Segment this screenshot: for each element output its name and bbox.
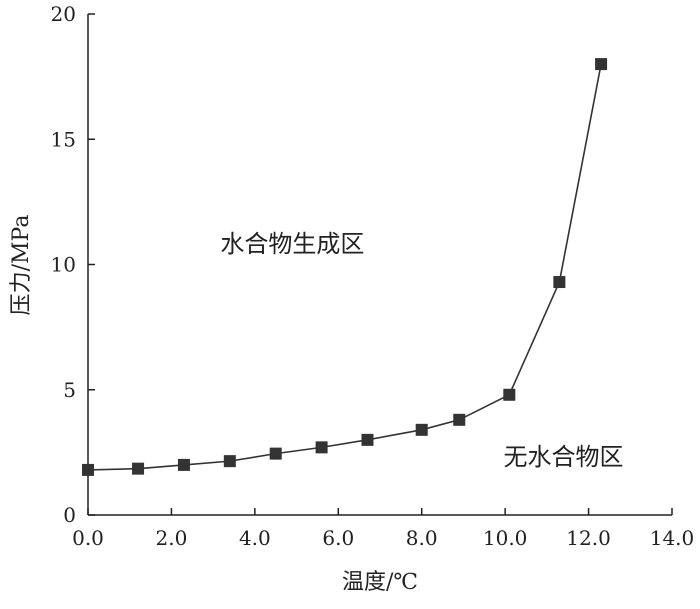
- data-point-marker: [453, 413, 466, 426]
- x-tick-label: 14.0: [650, 526, 695, 550]
- data-point-marker: [82, 463, 94, 476]
- region-label: 水合物生成区: [220, 230, 364, 258]
- x-axis-label: 温度/℃: [342, 570, 418, 595]
- data-point-marker: [132, 462, 145, 475]
- x-tick-label: 2.0: [156, 526, 188, 550]
- y-tick-label: 15: [51, 127, 76, 151]
- data-point-marker: [269, 447, 282, 460]
- y-axis-label: 压力/MPa: [9, 215, 34, 316]
- data-point-marker: [177, 458, 190, 471]
- y-tick-label: 5: [63, 378, 76, 402]
- data-point-marker: [415, 423, 428, 436]
- y-tick-label: 10: [51, 253, 76, 277]
- x-tick-label: 10.0: [483, 526, 528, 550]
- data-point-marker: [553, 276, 566, 289]
- series-line: [87, 63, 602, 471]
- region-label: 无水合物区: [504, 443, 624, 471]
- data-point-marker: [595, 58, 608, 71]
- ticks: 0.0 2.0 4.0 6.0 8.0 10.0 12.0 14.0 0 5 10 15 20: [51, 2, 695, 550]
- data-point-marker: [503, 388, 516, 401]
- x-tick-label: 4.0: [239, 526, 271, 550]
- data-point-marker: [361, 433, 374, 446]
- x-tick-label: 6.0: [322, 526, 354, 550]
- x-tick-label: 8.0: [406, 526, 438, 550]
- data-point-marker: [315, 441, 328, 454]
- series-group: [82, 58, 608, 476]
- x-tick-label: 0.0: [72, 526, 104, 550]
- x-tick-label: 12.0: [566, 526, 611, 550]
- data-point-marker: [223, 455, 236, 468]
- y-tick-label: 0: [63, 503, 76, 527]
- axes: [87, 14, 672, 516]
- y-tick-label: 20: [51, 2, 76, 26]
